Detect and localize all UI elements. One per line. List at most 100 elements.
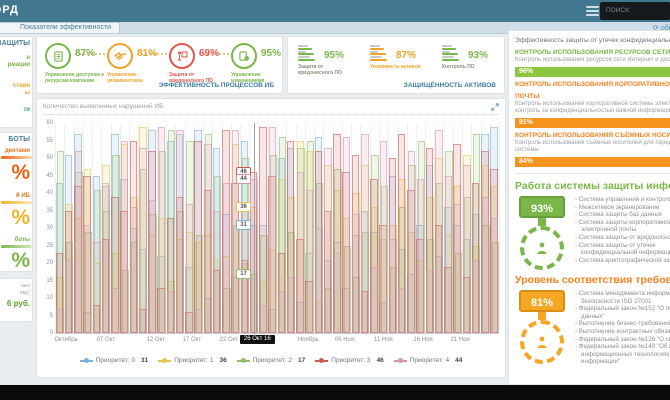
legend-item[interactable]: Приоритет: 0 31 <box>79 357 149 364</box>
sidebar-kpi-pct: % <box>11 161 30 184</box>
chart-bar <box>287 277 295 333</box>
refresh-link[interactable]: ⟳ обновить <box>653 25 670 32</box>
sidebar-kpi-bar <box>1 245 32 248</box>
legend-label: Приоритет: 3 <box>331 357 371 364</box>
x-axis-label: Октябрь <box>54 337 78 343</box>
kpi-process-item[interactable]: 95% Управление изменениями <box>231 43 291 84</box>
chart-bar <box>268 126 277 333</box>
control-item-title: КОНТРОЛЬ ИСПОЛЬЗОВАНИЯ РЕСУРСОВ СЕТИ ИНТ… <box>515 49 670 56</box>
gridline <box>332 123 334 333</box>
sidebar-link[interactable]: рмации <box>7 62 30 68</box>
chart-bar <box>453 203 462 333</box>
checklist-item: информации" <box>581 358 621 366</box>
legend-marker-icon <box>315 358 329 363</box>
chart-bar <box>296 172 305 333</box>
gridline <box>434 123 436 333</box>
gridline <box>397 123 399 333</box>
kpi-percent: 87% <box>396 50 417 61</box>
y-axis-label: 40 <box>46 190 53 196</box>
chart-bar <box>315 228 323 333</box>
bottom-black-strip <box>0 385 670 400</box>
tab-effectiveness[interactable]: Показатели эффективности <box>0 22 120 33</box>
chart-bar <box>481 196 490 333</box>
gridline <box>286 123 288 333</box>
sidebar-cost-value: 6 руб. <box>6 299 30 308</box>
gridline <box>304 123 306 333</box>
sidebar-kpi-pct: % <box>11 249 30 272</box>
legend-item[interactable]: Приоритет: 3 46 <box>315 357 384 364</box>
chart-bar <box>259 126 267 333</box>
sidebar-link[interactable]: н <box>26 55 30 61</box>
sidebar-kpi-label: дентами <box>4 148 30 154</box>
sidebar-link[interactable]: ствия <box>12 83 30 89</box>
gridline <box>341 123 343 333</box>
sidebar-link[interactable]: ы <box>24 90 30 96</box>
y-axis-label: 50 <box>46 155 53 161</box>
kpi-process-item[interactable]: 69% Защита от вредоносного ПО <box>169 43 229 84</box>
sidebar-link[interactable]: ти <box>23 107 30 113</box>
legend-item[interactable]: Приоритет: 4 44 <box>393 357 463 364</box>
expand-icon[interactable] <box>491 103 499 111</box>
y-axis-label: 60 <box>46 120 53 126</box>
kpi-asset-item[interactable]: 93% Контроль ПО <box>442 45 502 70</box>
control-item-progress: 91% <box>515 118 670 128</box>
x-axis-label: 22 Окт <box>219 337 239 343</box>
gridline <box>212 123 214 333</box>
legend-marker-icon <box>79 358 93 363</box>
kpi-process-item[interactable]: 87% Управление доступом к ресурсам компан… <box>45 43 105 84</box>
chart-bar <box>398 287 406 333</box>
y-axis-label: 20 <box>46 260 53 266</box>
chart-legend: Приоритет: 0 31 Приоритет: 1 36 Приоритет: 2… <box>37 357 505 364</box>
y-axis-label: 10 <box>46 295 53 301</box>
chart-bar <box>426 270 434 333</box>
chart-bar <box>444 175 453 333</box>
control-item[interactable]: КОНТРОЛЬ ИСПОЛЬЗОВАНИЯ КОРПОРАТИВНОЙ СИС… <box>515 81 670 128</box>
sidebar-kpi-label: боты <box>14 237 30 243</box>
kpi-label: Управление уязвимостями <box>107 72 143 84</box>
gridline <box>258 123 260 333</box>
kpi-process-item[interactable]: 81% Управление уязвимостями <box>107 43 167 84</box>
kpi-percent: 81% <box>137 48 158 59</box>
kpi-asset-item[interactable]: 87% Уязвимость активов <box>370 45 430 70</box>
chart-bar <box>65 259 73 333</box>
gridline <box>443 123 445 333</box>
chart-bar <box>305 189 314 333</box>
gridline <box>480 123 482 333</box>
gridline <box>203 123 204 333</box>
x-axis-label: 16 Ноя <box>413 337 433 343</box>
control-item[interactable]: КОНТРОЛЬ ИСПОЛЬЗОВАНИЯ РЕСУРСОВ СЕТИ ИНТ… <box>515 49 670 77</box>
control-item[interactable]: КОНТРОЛЬ ИСПОЛЬЗОВАНИЯ СЪЁМНЫХ НОСИТЕЛЕЙ… <box>515 132 670 167</box>
gauge-value: 81% <box>519 290 565 312</box>
chart-plot-area[interactable]: 0 5 10 15 20 25 30 35 40 45 50 55 60 Октябрь 07 Окт 12 … <box>46 120 500 344</box>
cursor-tooltip: 17 <box>236 268 251 279</box>
gauge-stem <box>538 218 546 226</box>
chart-bar <box>472 259 480 333</box>
legend-value: 31 <box>140 357 149 364</box>
menu-icon[interactable] <box>586 6 599 16</box>
chart-bar <box>352 214 360 333</box>
chart-cursor-line <box>253 123 255 335</box>
kpi-percent: 95% <box>324 50 345 61</box>
search-input[interactable]: ПОИСК: <box>600 2 670 20</box>
kpi-asset-item[interactable]: 95% Защита от вредоносного ПО <box>298 45 358 76</box>
person-icon <box>520 320 564 364</box>
chart-bar <box>333 252 342 333</box>
kpi-percent: 93% <box>468 50 489 61</box>
sidebar-card-cost: ных ему: 6 руб. <box>0 278 33 322</box>
kpi-panel-assets: 95% Защита от вредоносного ПО 87% Уязвимост… <box>287 36 505 94</box>
checklist-item: - Выполнение бизнес-требований <box>575 320 670 328</box>
section-heading-compliance: Уровень соответствия требованиям <box>515 274 670 286</box>
cursor-date-label: 26 Окт 16 <box>239 335 275 344</box>
chart-bar <box>213 210 221 333</box>
legend-value: 44 <box>455 357 463 364</box>
legend-item[interactable]: Приоритет: 1 36 <box>158 357 227 364</box>
kpi-percent: 69% <box>199 48 220 59</box>
kpi-label: Защита от вредоносного ПО <box>298 64 342 76</box>
x-axis-label: 17 Окт <box>182 337 202 343</box>
sidebar-cost-text: ных <box>21 283 30 289</box>
control-item-title: КОНТРОЛЬ ИСПОЛЬЗОВАНИЯ КОРПОРАТИВНОЙ СИС… <box>515 81 670 88</box>
legend-item[interactable]: Приоритет: 2 17 <box>236 357 305 364</box>
checklist-item: - Система защиты от вредоносного ПО <box>575 233 670 241</box>
x-axis-label: 12 Окт <box>146 337 166 343</box>
gridline <box>351 123 352 333</box>
